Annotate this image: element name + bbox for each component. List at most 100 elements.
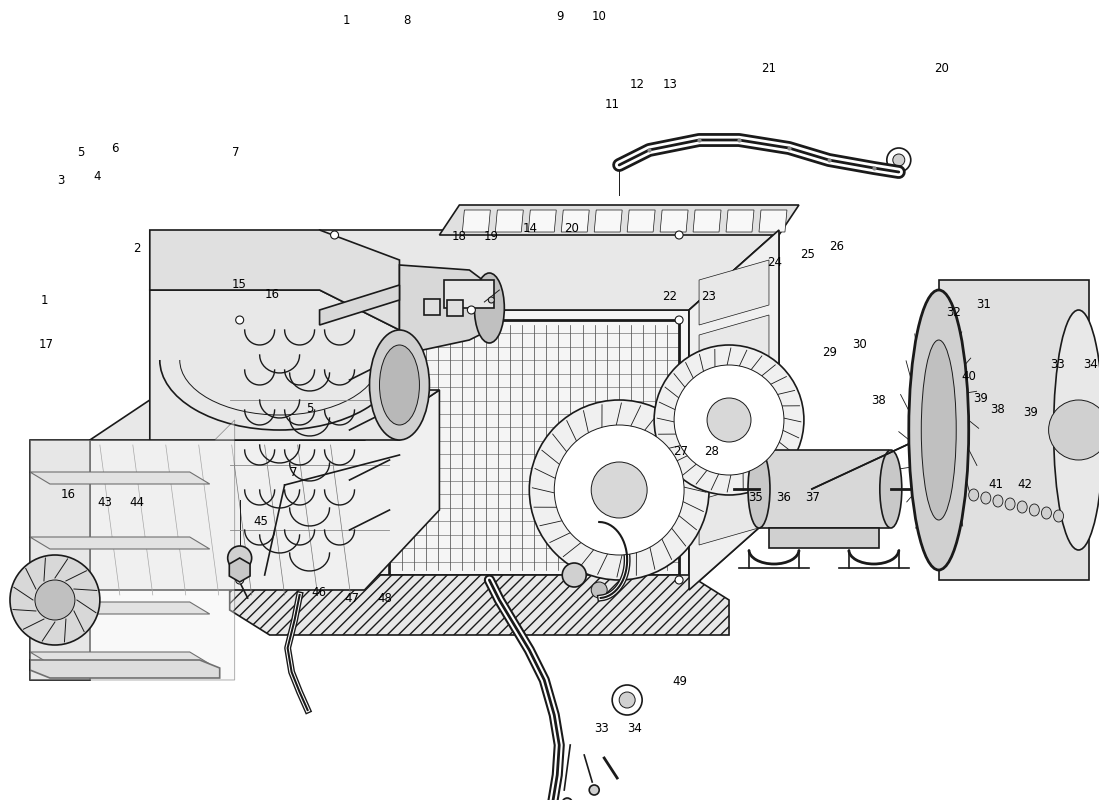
Ellipse shape [1042,507,1052,519]
Text: 22: 22 [662,290,678,302]
Circle shape [562,798,572,800]
Polygon shape [700,315,769,380]
Circle shape [1048,400,1100,460]
Ellipse shape [748,450,770,528]
Text: 3: 3 [57,174,64,186]
Text: 24: 24 [767,256,782,269]
Text: 26: 26 [829,240,845,253]
Circle shape [331,231,339,239]
Polygon shape [30,440,90,680]
Circle shape [235,316,244,324]
Circle shape [488,297,494,303]
Text: 39: 39 [974,392,989,405]
Text: 16: 16 [265,288,279,301]
Polygon shape [399,265,490,355]
Polygon shape [660,210,689,232]
Text: 33: 33 [595,722,609,734]
Text: 4: 4 [92,170,100,182]
Ellipse shape [370,330,429,440]
Polygon shape [230,310,689,590]
Text: 34: 34 [627,722,642,734]
Polygon shape [757,450,891,528]
Polygon shape [150,230,399,330]
Text: 1: 1 [41,294,47,306]
Ellipse shape [993,495,1003,507]
Text: 5: 5 [78,146,85,158]
Circle shape [228,546,252,570]
Polygon shape [759,210,786,232]
Circle shape [674,365,784,475]
Polygon shape [320,285,399,325]
Text: 38: 38 [990,403,1004,416]
Circle shape [893,154,905,166]
Text: 15: 15 [232,278,246,290]
Ellipse shape [909,290,969,570]
Polygon shape [30,602,210,614]
Polygon shape [528,210,557,232]
Polygon shape [700,260,769,325]
Circle shape [887,148,911,172]
Circle shape [700,390,759,450]
Ellipse shape [1018,501,1027,513]
Text: 38: 38 [871,394,887,406]
Text: 2: 2 [133,242,141,254]
Ellipse shape [1054,510,1064,522]
Text: 43: 43 [97,496,112,509]
Circle shape [619,692,635,708]
Text: 11: 11 [604,98,619,110]
Text: 40: 40 [961,370,977,382]
Text: 34: 34 [1084,358,1098,370]
Circle shape [590,785,600,795]
Polygon shape [627,210,656,232]
Text: 13: 13 [662,78,678,90]
Text: 9: 9 [557,10,564,22]
Polygon shape [689,230,779,590]
Text: 7: 7 [289,466,297,478]
Ellipse shape [880,450,902,528]
Circle shape [707,398,751,442]
Text: 47: 47 [344,592,359,605]
Polygon shape [230,230,779,310]
Polygon shape [561,210,590,232]
Text: 28: 28 [704,446,719,458]
Circle shape [529,400,710,580]
Text: 39: 39 [1023,406,1038,418]
Text: 42: 42 [1018,478,1033,490]
Text: 31: 31 [976,298,991,310]
Text: 35: 35 [748,491,763,504]
Polygon shape [30,652,210,664]
Ellipse shape [1030,504,1040,516]
Polygon shape [30,537,210,549]
Circle shape [562,563,586,587]
Polygon shape [439,205,799,235]
Polygon shape [30,472,210,484]
Text: 19: 19 [484,230,498,242]
Text: 6: 6 [111,142,119,154]
Text: 36: 36 [776,491,791,504]
Text: 17: 17 [39,338,54,350]
Text: 20: 20 [934,62,949,74]
Text: 14: 14 [524,222,538,234]
Bar [425,299,440,315]
Circle shape [468,306,475,314]
Circle shape [554,425,684,555]
Circle shape [581,452,657,528]
Text: 33: 33 [1050,358,1065,370]
Circle shape [35,580,75,620]
Polygon shape [230,575,729,635]
Polygon shape [700,425,769,490]
Circle shape [654,345,804,495]
Circle shape [10,555,100,645]
Text: 1: 1 [342,14,350,26]
Circle shape [675,316,683,324]
Polygon shape [938,280,1089,580]
Ellipse shape [922,340,956,520]
Ellipse shape [474,273,504,343]
Text: 32: 32 [946,306,961,318]
Polygon shape [700,370,769,435]
Polygon shape [150,290,399,440]
Text: 10: 10 [592,10,606,22]
Circle shape [591,462,647,518]
Text: 48: 48 [377,592,392,605]
Polygon shape [693,210,720,232]
